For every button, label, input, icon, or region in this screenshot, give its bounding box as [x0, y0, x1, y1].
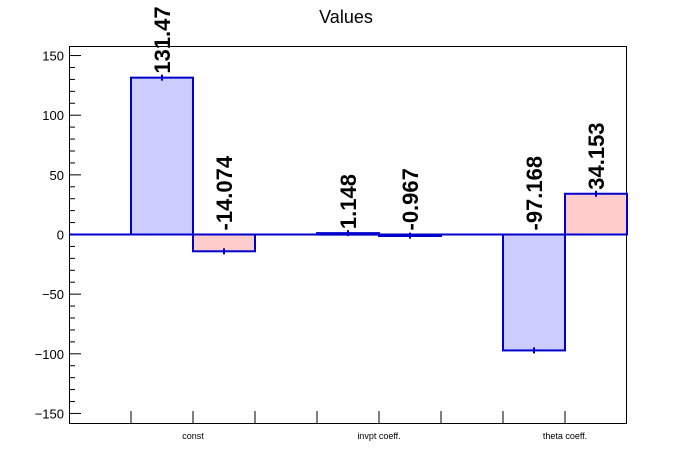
- y-tick-label: 50: [50, 168, 64, 183]
- y-tick-label: 0: [57, 228, 64, 243]
- y-tick-label: −100: [35, 347, 64, 362]
- x-category-label: theta coeff.: [543, 431, 587, 441]
- bar: [502, 233, 566, 352]
- y-tick-label: −50: [42, 287, 64, 302]
- bar: [130, 76, 194, 236]
- y-tick-label: 150: [42, 49, 64, 64]
- bar: [564, 192, 628, 236]
- data-label: 131.47: [150, 6, 175, 73]
- data-labels: 131.47 -14.074 1.148 -0.967 -97.168 34.153: [150, 6, 609, 230]
- data-label: -14.074: [212, 155, 237, 230]
- y-axis: −150 −100 −50 0 50 100 150: [35, 49, 81, 421]
- bars: [130, 74, 628, 354]
- data-label: 1.148: [336, 174, 361, 229]
- x-category-label: const: [182, 431, 204, 441]
- data-label: 34.153: [584, 122, 609, 189]
- x-axis: const invpt coeff. theta coeff.: [130, 411, 587, 441]
- chart-title: Values: [319, 7, 373, 27]
- data-label: -97.168: [522, 156, 547, 231]
- data-label: -0.967: [398, 168, 423, 230]
- y-tick-label: 100: [42, 108, 64, 123]
- x-category-label: invpt coeff.: [357, 431, 400, 441]
- y-tick-label: −150: [35, 406, 64, 421]
